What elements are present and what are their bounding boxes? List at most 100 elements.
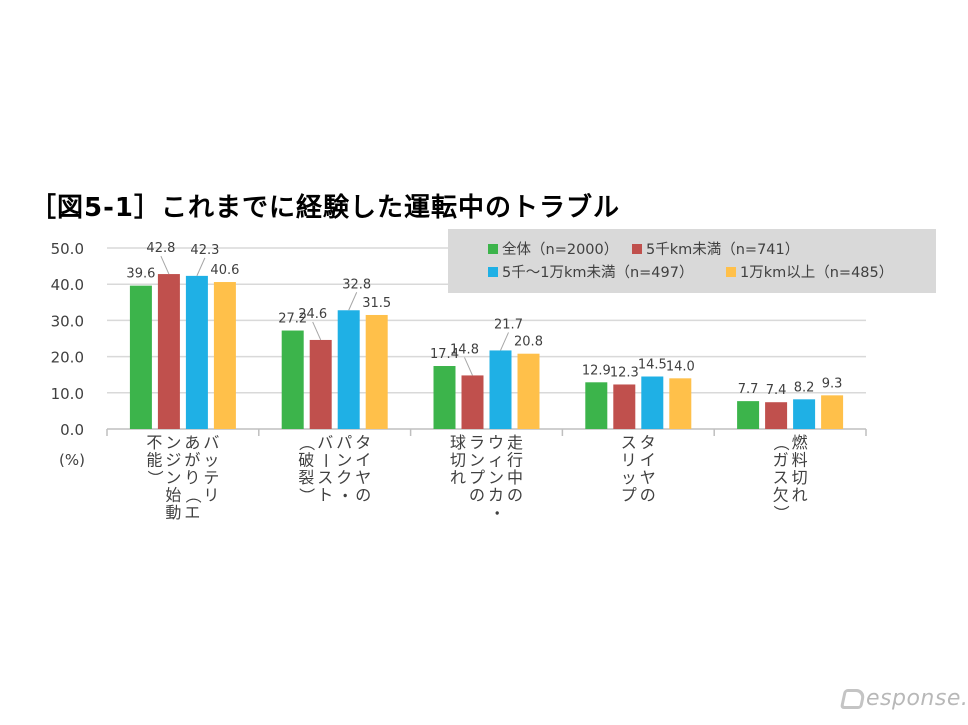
category-label-char: （ (772, 435, 791, 451)
category-label-char: ン (488, 468, 504, 487)
legend-swatch (726, 266, 736, 277)
legend: 全体（n=2000） 5千km未満（n=741） 5千～1万km未満（n=497） 1… (448, 229, 936, 293)
data-label: 21.7 (494, 317, 523, 332)
category-label-char: ヤ (355, 468, 371, 487)
category-label-char: が (184, 451, 200, 470)
bar (157, 274, 180, 429)
category-label-char: あ (184, 433, 200, 452)
bar (461, 375, 484, 429)
category-label-char: 走 (507, 433, 523, 452)
data-label: 7.4 (766, 383, 787, 398)
category-label-char: の (507, 486, 523, 505)
category-label-char: ジ (165, 451, 181, 470)
bar (821, 395, 844, 429)
y-tick-label: 20.0 (51, 349, 84, 367)
category-label-char: ） (145, 470, 164, 486)
category-label-char: の (640, 486, 656, 505)
category-label-char: ィ (488, 451, 504, 470)
bar (129, 285, 152, 429)
bar (281, 330, 304, 429)
category-label-char: ス (773, 468, 789, 487)
y-tick-label: 40.0 (51, 276, 84, 294)
category-label-char: れ (450, 468, 466, 487)
category-label-char: 球 (450, 433, 466, 452)
category-label-char: の (469, 486, 485, 505)
data-label: 12.3 (610, 365, 639, 380)
y-tick-label: 50.0 (51, 240, 84, 258)
legend-entry: 5千km未満（n=741） (632, 238, 799, 259)
category-label-char: ー (316, 452, 335, 468)
category-label-char: 欠 (773, 486, 789, 505)
category-label-char: 切 (792, 468, 808, 487)
category-label-char: ウ (488, 433, 504, 452)
category-label-char: カ (488, 486, 504, 505)
category-label-char: 中 (507, 468, 523, 487)
category-label-char: イ (640, 451, 656, 470)
category-label-char: ス (621, 433, 637, 452)
category-label-char: タ (355, 433, 371, 452)
legend-label: 5千km未満（n=741） (646, 242, 800, 258)
response-watermark: esponse. (839, 686, 968, 711)
legend-label: 1万km以上（n=485） (740, 265, 894, 281)
bar (185, 275, 208, 429)
y-tick-label: 30.0 (51, 312, 84, 330)
category-label-char: ガ (773, 451, 789, 470)
data-label: 32.8 (342, 277, 371, 292)
label-leader-line (196, 257, 206, 277)
bar (793, 399, 816, 429)
category-label-char: 行 (507, 451, 523, 470)
category-label-char: タ (640, 433, 656, 452)
legend-swatch (488, 266, 498, 277)
category-label-char: 料 (792, 451, 808, 470)
data-label: 8.2 (794, 380, 815, 395)
category-label-char: バ (203, 433, 219, 452)
category-label-char: プ (469, 468, 485, 487)
watermark-text: esponse. (866, 686, 968, 711)
category-label-char: ・ (487, 505, 506, 521)
category-label-char: ン (165, 433, 181, 452)
category-label-char: ス (317, 468, 333, 487)
category-label-char: ク (336, 468, 352, 487)
label-leader-line (348, 292, 358, 311)
legend-entry: 1万km以上（n=485） (726, 261, 893, 282)
bar (613, 384, 636, 429)
category-label-char: ・ (335, 487, 354, 503)
legend-swatch (632, 243, 642, 254)
category-label-char: 不 (146, 433, 162, 452)
category-label-char: （ (297, 435, 316, 451)
bar (433, 366, 456, 429)
data-label: 7.7 (738, 382, 759, 397)
category-label-char: ン (336, 451, 352, 470)
data-label: 24.6 (298, 307, 327, 322)
category-label-char: り (184, 468, 200, 487)
category-label-char: （ (183, 487, 202, 503)
category-label-char: ） (297, 487, 316, 503)
legend-entry: 5千～1万km未満（n=497） (488, 261, 694, 282)
data-label: 20.8 (514, 335, 543, 350)
bar (765, 402, 788, 429)
category-label-char: リ (203, 486, 219, 505)
category-label-char: ン (469, 451, 485, 470)
bar (737, 401, 760, 429)
bar (669, 378, 692, 429)
category-label-char: 切 (450, 451, 466, 470)
category-label-char: 裂 (298, 468, 314, 487)
category-label-char: 燃 (792, 433, 808, 452)
data-label: 40.6 (210, 263, 239, 278)
category-label-char: パ (336, 433, 352, 452)
y-tick-label: 10.0 (51, 385, 84, 403)
data-label: 42.8 (146, 241, 175, 256)
data-label: 17.4 (430, 347, 459, 362)
data-label: 9.3 (822, 376, 843, 391)
bar (641, 376, 664, 429)
bar (489, 350, 512, 429)
bar (365, 314, 388, 429)
bar (517, 353, 540, 429)
chart-title: ［図5-1］これまでに経験した運転中のトラブル (30, 193, 620, 223)
data-label: 14.8 (450, 342, 479, 357)
response-logo-icon (839, 689, 867, 709)
bar (213, 282, 236, 429)
y-axis-label: (%) (59, 451, 85, 469)
legend-label: 全体（n=2000） (502, 242, 619, 258)
